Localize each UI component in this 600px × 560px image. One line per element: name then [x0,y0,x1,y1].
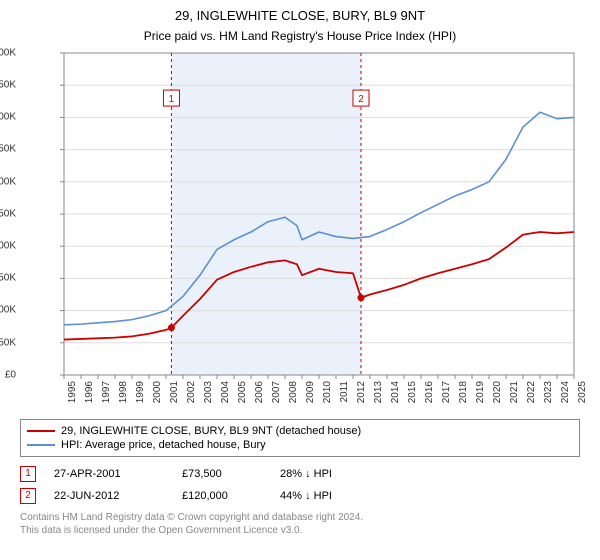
legend-swatch [27,444,55,446]
footnote-line: This data is licensed under the Open Gov… [20,524,580,537]
x-tick-label: 2021 [509,381,520,403]
sale-date: 22-JUN-2012 [54,490,164,502]
x-tick-label: 2004 [220,381,231,403]
y-tick-label: £400K [0,112,16,123]
y-tick-label: £300K [0,176,16,187]
y-tick-label: £0 [5,369,16,380]
chart-subtitle: Price paid vs. HM Land Registry's House … [10,29,590,43]
x-tick-label: 1999 [135,381,146,403]
x-tick-label: 2003 [203,381,214,403]
y-tick-label: £450K [0,80,16,91]
sale-price: £73,500 [182,468,262,480]
footnote: Contains HM Land Registry data © Crown c… [20,511,580,537]
x-tick-label: 1995 [67,381,78,403]
y-tick-label: £100K [0,305,16,316]
sales-table: 1 27-APR-2001 £73,500 28% ↓ HPI 2 22-JUN… [20,463,580,507]
sale-diff: 44% ↓ HPI [280,490,370,502]
footnote-line: Contains HM Land Registry data © Crown c… [20,511,580,524]
plot-area: 12 £0£50K£100K£150K£200K£250K£300K£350K£… [20,49,580,379]
x-tick-label: 2002 [186,381,197,403]
x-tick-label: 1997 [101,381,112,403]
chart-container: 29, INGLEWHITE CLOSE, BURY, BL9 9NT Pric… [0,0,600,547]
legend-label: HPI: Average price, detached house, Bury [61,439,266,451]
sale-date: 27-APR-2001 [54,468,164,480]
x-tick-label: 2023 [543,381,554,403]
x-tick-label: 1996 [84,381,95,403]
x-tick-label: 2024 [560,381,571,403]
y-tick-label: £200K [0,241,16,252]
x-tick-label: 2001 [169,381,180,403]
x-tick-label: 2018 [458,381,469,403]
y-tick-label: £250K [0,208,16,219]
legend-swatch [27,430,55,432]
y-tick-label: £150K [0,273,16,284]
svg-text:1: 1 [169,94,175,105]
x-tick-label: 2000 [152,381,163,403]
chart-title: 29, INGLEWHITE CLOSE, BURY, BL9 9NT [10,8,590,25]
x-tick-label: 2010 [322,381,333,403]
sale-diff: 28% ↓ HPI [280,468,370,480]
x-tick-label: 2011 [339,381,350,403]
sale-marker: 1 [20,466,36,482]
sale-price: £120,000 [182,490,262,502]
x-tick-label: 2009 [305,381,316,403]
svg-text:2: 2 [358,94,364,105]
y-tick-label: £350K [0,144,16,155]
sale-marker: 2 [20,488,36,504]
x-tick-label: 2006 [254,381,265,403]
x-tick-label: 2013 [373,381,384,403]
sales-row: 2 22-JUN-2012 £120,000 44% ↓ HPI [20,485,580,507]
x-tick-label: 2019 [475,381,486,403]
legend-item: HPI: Average price, detached house, Bury [27,438,573,452]
x-tick-label: 2020 [492,381,503,403]
y-tick-label: £50K [0,337,16,348]
x-tick-label: 2015 [407,381,418,403]
legend: 29, INGLEWHITE CLOSE, BURY, BL9 9NT (det… [20,419,580,457]
x-tick-label: 2016 [424,381,435,403]
y-tick-label: £500K [0,47,16,58]
x-tick-label: 2022 [526,381,537,403]
x-tick-label: 2025 [577,381,588,403]
x-tick-label: 2007 [271,381,282,403]
legend-label: 29, INGLEWHITE CLOSE, BURY, BL9 9NT (det… [61,425,361,437]
sales-row: 1 27-APR-2001 £73,500 28% ↓ HPI [20,463,580,485]
x-tick-label: 1998 [118,381,129,403]
x-tick-label: 2008 [288,381,299,403]
x-tick-label: 2014 [390,381,401,403]
x-tick-label: 2005 [237,381,248,403]
x-tick-label: 2012 [356,381,367,403]
x-tick-label: 2017 [441,381,452,403]
chart-svg: 12 [20,49,580,379]
legend-item: 29, INGLEWHITE CLOSE, BURY, BL9 9NT (det… [27,424,573,438]
